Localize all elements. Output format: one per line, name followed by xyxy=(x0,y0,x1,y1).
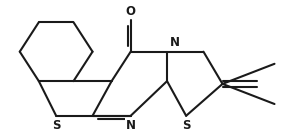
Text: S: S xyxy=(182,119,190,132)
Text: N: N xyxy=(126,119,136,132)
Text: S: S xyxy=(52,119,60,132)
Text: O: O xyxy=(126,5,136,18)
Text: N: N xyxy=(170,36,180,49)
